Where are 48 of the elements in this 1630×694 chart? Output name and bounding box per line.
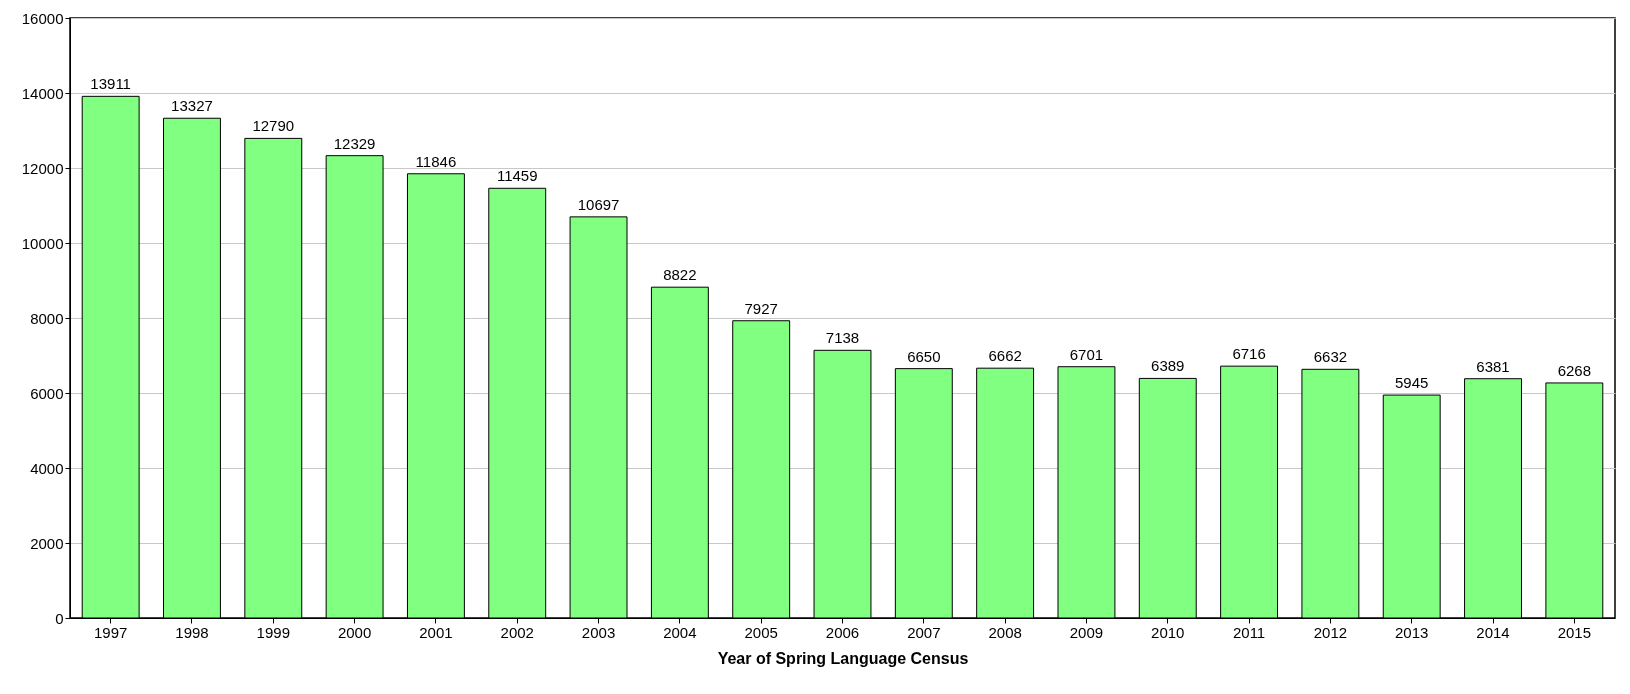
- x-tick-label: 2004: [663, 623, 697, 641]
- data-label: 11846: [415, 152, 457, 170]
- x-tick-label: 2000: [337, 623, 372, 641]
- x-tick-label: 2005: [744, 623, 778, 641]
- x-tick-label: 2001: [419, 623, 453, 641]
- data-label: 6701: [1069, 345, 1104, 363]
- data-label: 7138: [825, 329, 860, 347]
- data-label: 5945: [1395, 374, 1429, 392]
- x-tick-label: 1997: [93, 623, 128, 641]
- y-tick-label: 12000: [21, 159, 64, 177]
- x-tick-label: 2014: [1476, 623, 1510, 641]
- x-tick-label: 2008: [988, 623, 1022, 641]
- y-tick-label: 16000: [21, 9, 64, 27]
- y-tick-label: 8000: [30, 309, 64, 327]
- data-label: 6381: [1476, 357, 1510, 375]
- data-label: 11459: [496, 167, 538, 185]
- x-tick-label: 2003: [581, 623, 616, 641]
- x-axis-title: Year of Spring Language Census: [717, 649, 969, 667]
- x-tick-label: 2007: [907, 623, 941, 641]
- x-tick-label: 2015: [1557, 623, 1592, 641]
- data-label: 6268: [1557, 361, 1592, 379]
- data-label: 8822: [663, 266, 697, 284]
- x-tick-label: 2010: [1151, 623, 1185, 641]
- data-label: 13911: [90, 75, 131, 93]
- x-tick-label: 1999: [256, 623, 290, 641]
- x-tick-label: 2013: [1395, 623, 1429, 641]
- data-label: 13327: [171, 97, 213, 115]
- data-label: 6389: [1151, 357, 1185, 375]
- x-tick-label: 2006: [825, 623, 860, 641]
- data-label: 6650: [907, 347, 941, 365]
- y-tick-label: 14000: [21, 84, 64, 102]
- y-tick-label: 10000: [21, 234, 64, 252]
- y-tick-label: 4000: [30, 459, 64, 477]
- y-tick-label: 0: [55, 609, 64, 627]
- data-label: 6716: [1232, 345, 1266, 363]
- data-label: 12790: [252, 117, 295, 135]
- data-label: 7927: [744, 299, 778, 317]
- data-label: 12329: [333, 134, 376, 152]
- data-label: 10697: [577, 195, 620, 213]
- data-label: 6662: [988, 347, 1022, 365]
- x-tick-label: 1998: [175, 623, 209, 641]
- data-label: 6632: [1313, 348, 1348, 366]
- y-tick-label: 2000: [30, 534, 64, 552]
- x-tick-label: 2012: [1313, 623, 1348, 641]
- x-tick-label: 2009: [1069, 623, 1104, 641]
- x-tick-label: 2002: [500, 623, 534, 641]
- y-tick-label: 6000: [30, 384, 64, 402]
- x-tick-label: 2011: [1232, 623, 1266, 641]
